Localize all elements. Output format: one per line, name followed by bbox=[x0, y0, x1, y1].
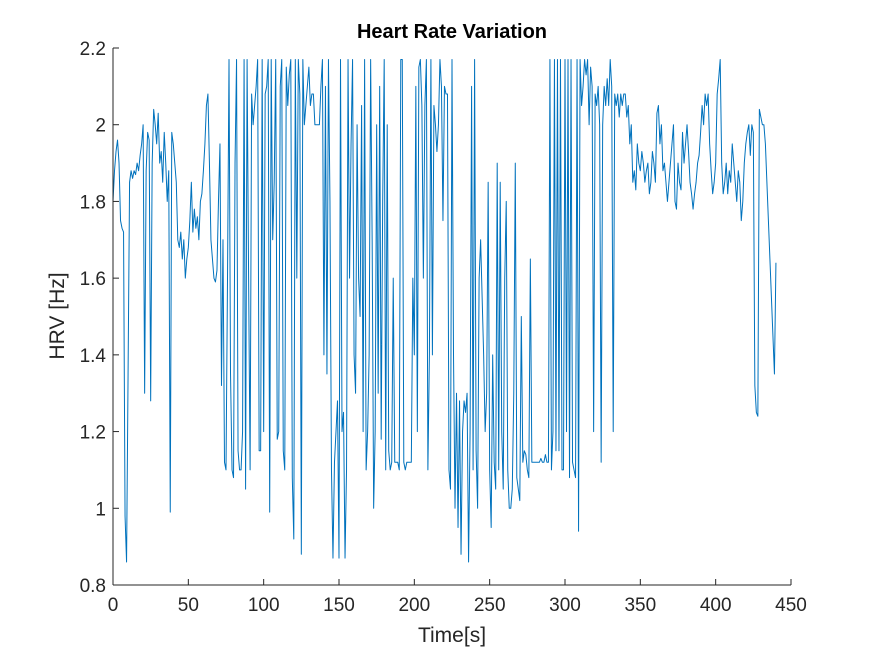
x-tick-label: 0 bbox=[108, 595, 119, 616]
y-tick-label: 0.8 bbox=[80, 576, 106, 597]
x-tick-label: 300 bbox=[549, 595, 581, 616]
y-tick-label: 1.8 bbox=[80, 192, 106, 213]
x-tick-label: 400 bbox=[700, 595, 732, 616]
tick-layer: 0 50 100 150 200 250 300 350 400 450 0.8 1 1.2 1.4 1.6… bbox=[80, 39, 807, 616]
x-tick-label: 50 bbox=[178, 595, 199, 616]
x-tick-label: 350 bbox=[624, 595, 656, 616]
x-tick-label: 250 bbox=[474, 595, 506, 616]
x-tick-label: 200 bbox=[398, 595, 430, 616]
x-axis-title: Time[s] bbox=[418, 624, 486, 647]
y-tick-label: 1.2 bbox=[80, 423, 106, 444]
x-tick-label: 150 bbox=[323, 595, 355, 616]
y-axis-title: HRV [Hz] bbox=[46, 272, 69, 359]
y-tick-label: 1.4 bbox=[80, 346, 107, 367]
chart-title: Heart Rate Variation bbox=[357, 21, 547, 43]
y-tick-label: 2.2 bbox=[80, 39, 106, 60]
hrv-series-line-0 bbox=[112, 59, 777, 563]
x-tick-label: 100 bbox=[248, 595, 280, 616]
y-tick-label: 1 bbox=[95, 499, 106, 520]
x-tick-label: 450 bbox=[775, 595, 807, 616]
series-layer bbox=[112, 59, 777, 563]
axes-layer bbox=[112, 48, 791, 586]
y-tick-label: 1.6 bbox=[80, 269, 106, 290]
y-tick-label: 2 bbox=[95, 116, 106, 137]
